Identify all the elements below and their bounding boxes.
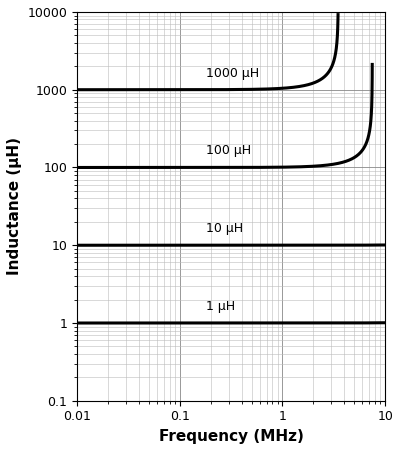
- Y-axis label: Inductance (μH): Inductance (μH): [7, 138, 22, 276]
- X-axis label: Frequency (MHz): Frequency (MHz): [159, 429, 304, 444]
- Text: 100 μH: 100 μH: [206, 144, 251, 157]
- Text: 10 μH: 10 μH: [206, 222, 243, 235]
- Text: 1 μH: 1 μH: [206, 300, 235, 313]
- Text: 1000 μH: 1000 μH: [206, 67, 259, 79]
